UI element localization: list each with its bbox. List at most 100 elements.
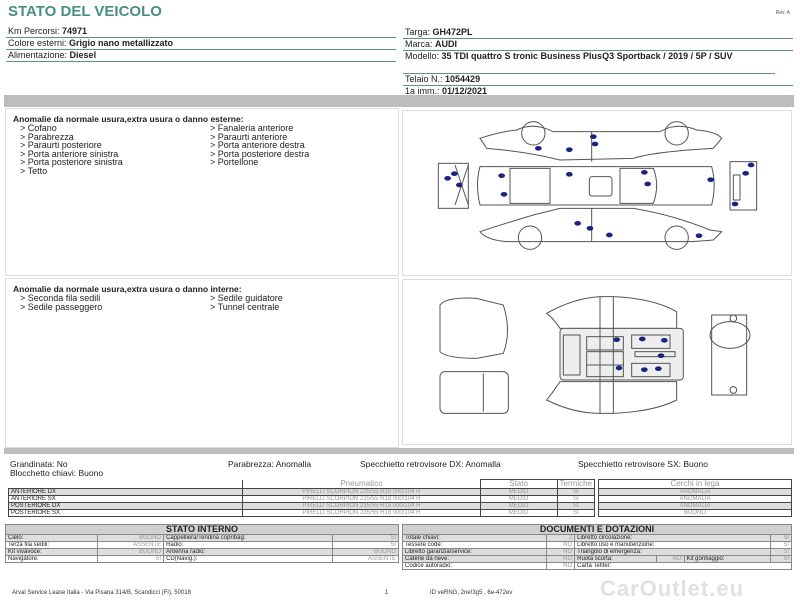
key-lock-status: Blocchetto chiavi: Buono xyxy=(10,468,104,478)
damage-item: > Parabrezza xyxy=(20,131,74,142)
field-label: CD(Navig.): xyxy=(163,555,333,563)
rim-state: ANOMALIA xyxy=(598,502,792,510)
damage-marker xyxy=(500,192,508,197)
field-label: Libretto circolazione: xyxy=(574,534,771,542)
field-value: SI xyxy=(331,541,400,549)
damage-item: > Porta posteriore destra xyxy=(210,148,310,159)
document-id: ID veRNG, 2ne!3g5 , 6e-472ev xyxy=(430,590,513,596)
damage-marker xyxy=(498,173,505,178)
fuel-row: Alimentazione: Diesel xyxy=(6,50,396,62)
interior-damage-panel: Anomalie da normale usura,extra usura o … xyxy=(5,278,399,448)
rims-table: Cerchi in lega ANOMALIA ANOMALIA ANOMALIA B… xyxy=(598,479,792,517)
stato-interno-row: Cielo: BUONO Cappelliera/Tendina copribag:… xyxy=(4,534,400,542)
damage-marker xyxy=(590,134,597,139)
footer-address: Arval Service Lease Italia - Via Pisana … xyxy=(12,590,191,596)
tyre-model: PIRELLI SCORPION 235/55 R18 000/104 H xyxy=(242,488,481,496)
exterior-diagram-panel xyxy=(402,110,792,276)
exterior-heading: Anomalie da normale usura,extra usura o … xyxy=(13,114,244,124)
field-value: BUONO xyxy=(97,534,165,542)
field-label: Radio: xyxy=(163,541,333,549)
col-state: Stato xyxy=(479,479,558,489)
tyre-model: PIRELLI SCORPION 235/55 R18 000/104 H xyxy=(242,509,481,517)
damage-marker xyxy=(566,147,573,152)
damage-marker xyxy=(641,367,648,372)
field-label: Codice autoradio: xyxy=(401,562,548,570)
mirror-sx-status: Specchietto retrovisore SX: Buono xyxy=(578,459,708,469)
field-label: Cappelliera/Tendina copribag: xyxy=(163,534,333,542)
tyre-winter: SI xyxy=(556,488,596,496)
divider-band xyxy=(4,95,794,107)
damage-item: > Paraurti posteriore xyxy=(20,140,102,150)
documenti-row: Libretto garanzia/service: NO Triangolo di… xyxy=(401,548,793,556)
car-rear-view xyxy=(729,161,758,211)
interior-heading: Anomalie da normale usura,extra usura o … xyxy=(13,284,242,294)
damage-marker xyxy=(535,146,542,151)
tyre-state: MEDIO xyxy=(479,488,558,496)
field-value: NO xyxy=(546,548,576,556)
field-value: SI xyxy=(769,534,793,542)
field-label: Triangolo di emergenza: xyxy=(574,548,771,556)
documenti-title: DOCUMENTI E DOTAZIONI xyxy=(402,524,792,535)
documenti-row: Codice autoradio: NO Carta Tefiter: xyxy=(401,562,792,570)
tyre-position: POSTERIORE DX xyxy=(7,502,244,510)
field-value: 2 xyxy=(546,534,576,542)
field-value: NO xyxy=(655,555,685,563)
interior-seats-view xyxy=(545,296,684,414)
tyre-row: POSTERIORE DX PIRELLI SCORPION 235/55 R18… xyxy=(7,502,596,510)
tyre-row: ANTERIORE DX PIRELLI SCORPION 235/55 R18 … xyxy=(7,488,596,496)
divider-band-2 xyxy=(4,448,794,460)
revision: Rev. A xyxy=(775,10,790,16)
damage-item: > Paraurti anteriore xyxy=(210,131,288,142)
windshield-status: Parabrezza: Anomalla xyxy=(228,459,312,469)
chassis-row: Telaio N.: 1054429 xyxy=(403,74,793,86)
stato-interno-table: STATO INTERNO Cielo: BUONO Cappelliera/Ten… xyxy=(4,524,400,563)
damage-marker xyxy=(707,177,714,182)
tyre-position: ANTERIORE DX xyxy=(7,488,244,496)
tyre-state: MEDIO xyxy=(479,509,558,517)
field-value: SI xyxy=(769,548,793,556)
field-label: Navigatore: xyxy=(4,555,99,563)
damage-marker xyxy=(639,336,646,342)
field-label: Totale chiavi: xyxy=(401,534,548,542)
field-label: Cielo: xyxy=(4,534,99,542)
col-rims: Cerchi in lega xyxy=(598,479,792,489)
field-value: SI xyxy=(769,541,793,549)
field-label: Libretto garanzia/service: xyxy=(401,548,548,556)
exterior-damage-list: > Cofano > Parabrezza > Paraurti posterior… xyxy=(20,124,400,179)
damage-marker xyxy=(586,226,594,231)
watermark-logo: CarOutlet.eu xyxy=(600,576,745,601)
damage-marker xyxy=(661,338,668,343)
field-label: Ruota scorta: xyxy=(574,555,657,563)
field-value: SI xyxy=(769,555,793,563)
damage-marker xyxy=(644,181,651,187)
documenti-row: Catene da neve: NO Ruota scorta: NO Kit gonf… xyxy=(401,555,793,563)
tyre-row: ANTERIORE SX PIRELLI SCORPION 235/55 R18 … xyxy=(7,495,596,503)
documenti-row: Tessere code: NO Libretto uso e manutenzio… xyxy=(401,541,793,549)
hail-status: Grandinata: No xyxy=(10,459,68,469)
vehicle-info-right: Targa: GH472PL Marca: AUDI Modello: 35 T… xyxy=(403,27,793,98)
page-number: 1 xyxy=(385,590,389,596)
field-label: Kit vivavoce: xyxy=(4,548,99,556)
damage-item: > Cofano xyxy=(20,123,57,133)
field-value: NO xyxy=(546,541,576,549)
field-label: Antenna radio: xyxy=(163,548,333,556)
model-row: Modello: 35 TDI quattro S tronic Busines… xyxy=(403,51,775,74)
tyre-model: PIRELLI SCORPION 235/55 R18 000/104 H xyxy=(242,495,481,503)
field-value: SI xyxy=(97,555,165,563)
rim-state: BUONO xyxy=(598,509,792,517)
damage-marker xyxy=(613,337,620,342)
car-damage-diagram xyxy=(437,121,758,414)
stato-interno-row: Kit vivavoce: BUONO Antenna radio: BUONO xyxy=(4,548,400,556)
damage-marker xyxy=(451,171,458,176)
tyre-winter: SI xyxy=(556,509,596,517)
col-winter: Termiche xyxy=(556,479,596,489)
field-value: ASSENTE xyxy=(331,555,400,563)
field-label: Terza fila sedili: xyxy=(4,541,99,549)
field-label: Libretto uso e manutenzione: xyxy=(574,541,771,549)
documenti-row: Totale chiavi: 2 Libretto circolazione: SI xyxy=(401,534,793,542)
damage-marker xyxy=(456,182,463,188)
field-value: BUONO xyxy=(331,548,400,556)
color-row: Colore esterni: Grigio nano metallizzato xyxy=(6,38,396,50)
stato-interno-row: Navigatore: SI CD(Navig.): ASSENTE xyxy=(4,555,400,563)
damage-item: > Seconda fila sedili xyxy=(20,293,101,303)
